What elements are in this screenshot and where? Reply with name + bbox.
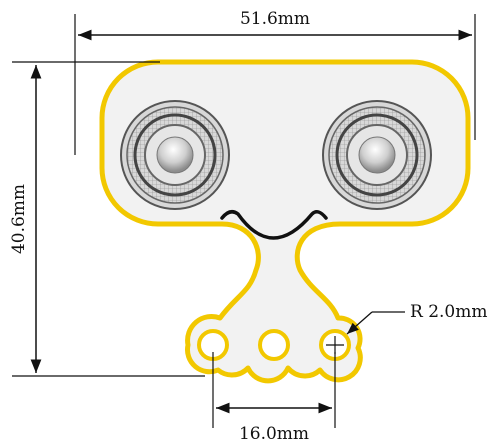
radius-callout: R 2.0mm [347,302,487,334]
left-sensor [121,101,229,209]
pad-row [199,331,349,359]
radius-label: R 2.0mm [410,302,487,322]
height-label: 40.6mm [9,184,29,254]
pad-pitch-label: 16.0mm [239,424,309,444]
width-label: 51.6mm [240,9,310,29]
circle-pad-icon [260,331,288,359]
right-sensor [323,101,431,209]
